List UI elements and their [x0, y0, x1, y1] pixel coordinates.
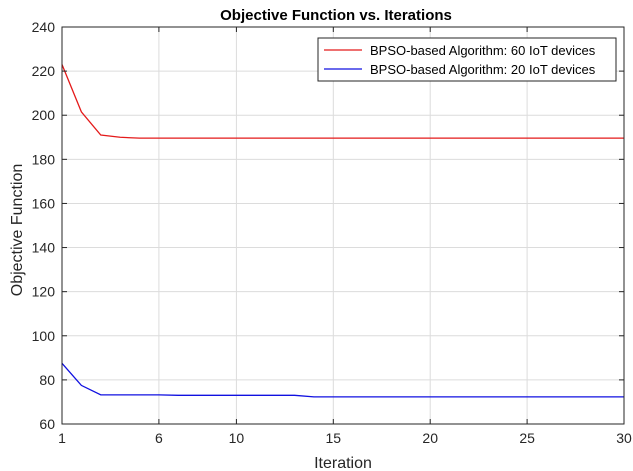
axes-frame: [61, 26, 625, 425]
y-tick-label: 160: [32, 195, 56, 211]
x-tick-label: 1: [58, 430, 66, 446]
x-tick-label: 20: [422, 430, 438, 446]
y-tick-label: 180: [32, 151, 56, 167]
y-tick-label: 140: [32, 240, 56, 256]
y-tick-label: 240: [32, 19, 56, 35]
x-tick-label: 10: [229, 430, 245, 446]
x-tick-label: 25: [519, 430, 535, 446]
legend-label-1: BPSO-based Algorithm: 60 IoT devices: [370, 43, 596, 58]
legend: BPSO-based Algorithm: 60 IoT devices BPSO…: [317, 37, 617, 82]
x-tick-label: 15: [326, 430, 342, 446]
y-tick-label: 200: [32, 107, 56, 123]
y-axis-label: Objective Function: [9, 164, 26, 297]
legend-box: [317, 37, 617, 82]
x-axis-label: Iteration: [314, 455, 372, 471]
chart-title: Objective Function vs. Iterations: [220, 7, 452, 24]
series-line-2: [61, 362, 624, 398]
y-tick-label: 120: [32, 284, 56, 300]
y-tick-label: 60: [39, 416, 55, 432]
axes-background: [62, 27, 624, 424]
y-tick-label: 100: [32, 328, 56, 344]
y-tick-label: 80: [39, 372, 55, 388]
plot-area: 1 6 10 15 20 25 30 60 80 100 120 140 160 180 200 220 240: [32, 19, 632, 446]
x-tick-label: 6: [155, 430, 163, 446]
x-tick-label: 30: [616, 430, 632, 446]
legend-label-2: BPSO-based Algorithm: 20 IoT devices: [370, 62, 596, 77]
y-tick-label: 220: [32, 63, 56, 79]
series-line-1: [61, 64, 624, 139]
